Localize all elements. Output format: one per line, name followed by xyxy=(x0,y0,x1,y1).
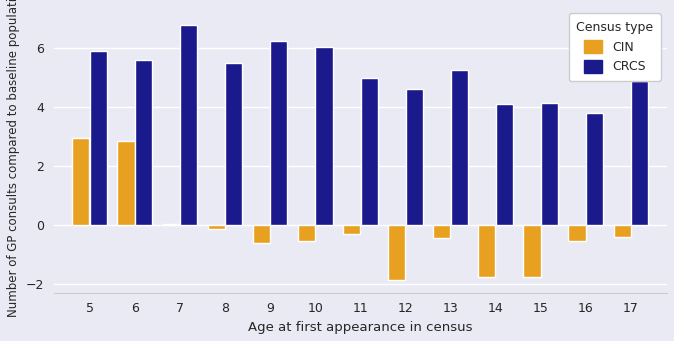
Bar xyxy=(117,141,135,225)
Y-axis label: Number of GP consults compared to baseline population: Number of GP consults compared to baseli… xyxy=(7,0,20,317)
Bar xyxy=(208,225,225,228)
Bar xyxy=(406,89,423,225)
Bar xyxy=(496,104,513,225)
Bar xyxy=(90,51,107,225)
Bar xyxy=(298,225,315,241)
Bar xyxy=(270,41,288,225)
Bar xyxy=(253,225,270,243)
Bar xyxy=(568,225,586,241)
Bar xyxy=(586,113,603,225)
Legend: CIN, CRCS: CIN, CRCS xyxy=(569,13,661,81)
Bar xyxy=(72,138,90,225)
X-axis label: Age at first appearance in census: Age at first appearance in census xyxy=(248,321,472,334)
Bar xyxy=(361,78,377,225)
Bar xyxy=(180,25,197,225)
Bar xyxy=(135,60,152,225)
Bar xyxy=(343,225,360,234)
Bar xyxy=(541,103,558,225)
Bar xyxy=(613,225,631,237)
Bar xyxy=(225,63,243,225)
Bar xyxy=(162,224,180,225)
Bar xyxy=(479,225,495,277)
Bar xyxy=(631,80,648,225)
Bar xyxy=(315,47,332,225)
Bar xyxy=(433,225,450,238)
Bar xyxy=(388,225,405,280)
Bar xyxy=(451,70,468,225)
Bar xyxy=(524,225,541,277)
